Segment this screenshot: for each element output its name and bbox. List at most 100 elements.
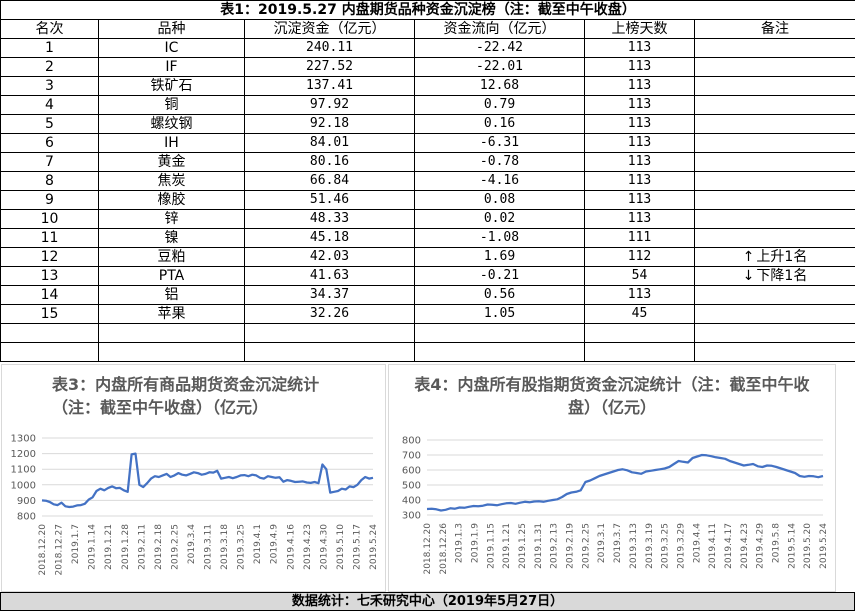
header-flow: 资金流向（亿元） (414, 19, 585, 39)
rank-cell: 2 (0, 57, 99, 77)
table-row: 12 豆粕 42.03 1.69 112 ↑ 上升1名 (0, 247, 855, 267)
table-row: 8 焦炭 66.84 -4.16 113 (0, 171, 855, 191)
x-tick-label: 2018.12.27 (55, 524, 65, 576)
funds-cell: 84.01 (244, 133, 415, 153)
name-cell: 焦炭 (98, 171, 245, 191)
name-cell: 铜 (98, 95, 245, 115)
name-cell: 铝 (98, 285, 245, 305)
header-name: 品种 (98, 19, 245, 39)
x-tick-label: 2018.12.20 (423, 523, 433, 575)
x-tick-label: 2019.1.31 (534, 523, 544, 569)
funds-cell: 51.46 (244, 190, 415, 210)
y-tick-label: 400 (402, 496, 421, 507)
ranking-table: 表1：2019.5.27 内盘期货品种资金沉淀榜（注：截至中午收盘） 名次 品种… (0, 0, 855, 362)
empty-row (0, 323, 855, 343)
x-tick-label: 2019.2.11 (137, 524, 147, 570)
funds-cell: 32.26 (244, 304, 415, 324)
funds-cell: 97.92 (244, 95, 415, 115)
funds-cell: 66.84 (244, 171, 415, 191)
header-note: 备注 (693, 19, 855, 39)
flow-cell: -6.31 (414, 133, 585, 153)
rank-cell: 9 (0, 190, 99, 210)
rank-cell: 6 (0, 133, 99, 153)
flow-cell: -22.01 (414, 57, 585, 77)
table-row: 6 IH 84.01 -6.31 113 (0, 133, 855, 153)
note-cell (693, 304, 855, 324)
flow-cell: 0.79 (414, 95, 585, 115)
x-tick-label: 2019.3.1 (597, 523, 607, 563)
empty-cell (98, 342, 245, 362)
flow-cell: -22.42 (414, 38, 585, 58)
empty-cell (693, 342, 855, 362)
table-row: 2 IF 227.52 -22.01 113 (0, 57, 855, 77)
days-cell: 54 (584, 266, 695, 286)
flow-cell: 0.56 (414, 285, 585, 305)
note-cell (693, 171, 855, 191)
note-cell (693, 57, 855, 77)
note-cell (693, 133, 855, 153)
flow-cell: -0.21 (414, 266, 585, 286)
table-row: 10 锌 48.33 0.02 113 (0, 209, 855, 229)
x-tick-label: 2019.1.15 (486, 523, 496, 569)
x-tick-label: 2019.2.25 (581, 523, 591, 569)
name-cell: IC (98, 38, 245, 58)
name-cell: 锌 (98, 209, 245, 229)
name-cell: IF (98, 57, 245, 77)
commodity-funds-plot: 800 900 1000 1100 1200 1300 2018.12.20 2018.12.… (11, 434, 379, 576)
x-tick-label: 2019.3.29 (676, 523, 686, 569)
rank-cell: 14 (0, 285, 99, 305)
table-row: 13 PTA 41.63 -0.21 54 ↓ 下降1名 (0, 266, 855, 286)
table-row: 15 苹果 32.26 1.05 45 (0, 304, 855, 324)
rank-cell: 11 (0, 228, 99, 248)
note-cell (693, 114, 855, 134)
x-tick-label: 2019.5.10 (336, 524, 346, 570)
x-tick-label: 2019.5.24 (369, 524, 379, 570)
days-cell: 45 (584, 304, 695, 324)
x-tick-label: 2018.12.26 (439, 523, 449, 575)
rank-cell: 7 (0, 152, 99, 172)
note-cell (693, 209, 855, 229)
header-funds: 沉淀资金（亿元） (244, 19, 415, 39)
empty-cell (244, 323, 415, 343)
x-tick-label: 2019.3.25 (237, 524, 247, 570)
y-tick-label: 600 (402, 466, 421, 477)
rank-cell: 15 (0, 304, 99, 324)
note-cell (693, 38, 855, 58)
name-cell: PTA (98, 266, 245, 286)
series-line (426, 453, 824, 512)
header-days: 上榜天数 (584, 19, 695, 39)
note-cell (693, 285, 855, 305)
x-tick-label: 2019.4.4 (692, 523, 702, 563)
y-tick-label: 1000 (11, 480, 36, 491)
funds-cell: 42.03 (244, 247, 415, 267)
note-cell: ↑ 上升1名 (693, 247, 855, 267)
y-tick-label: 900 (17, 496, 36, 507)
x-tick-label: 2019.3.25 (661, 523, 671, 569)
rank-cell: 13 (0, 266, 99, 286)
days-cell: 113 (584, 114, 695, 134)
x-tick-label: 2019.5.14 (787, 523, 797, 569)
x-tick-label: 2019.4.30 (319, 524, 329, 570)
days-cell: 113 (584, 57, 695, 77)
x-tick-label: 2019.3.13 (629, 523, 639, 569)
note-cell (693, 228, 855, 248)
funds-cell: 34.37 (244, 285, 415, 305)
note-cell (693, 76, 855, 96)
note-cell (693, 190, 855, 210)
table-row: 11 镍 45.18 -1.08 111 (0, 228, 855, 248)
x-tick-label: 2019.4.17 (724, 523, 734, 569)
funds-cell: 41.63 (244, 266, 415, 286)
chart-title: 表4：内盘所有股指期货资金沉淀统计（注：截至中午收盘）（亿元） (414, 375, 810, 417)
x-tick-label: 2019.1.21 (104, 524, 114, 570)
x-tick-label: 2019.1.9 (471, 523, 481, 563)
x-tick-label: 2019.2.25 (170, 524, 180, 570)
days-cell: 113 (584, 76, 695, 96)
funds-cell: 240.11 (244, 38, 415, 58)
rank-cell: 10 (0, 209, 99, 229)
empty-cell (98, 323, 245, 343)
x-tick-label: 2019.1.21 (502, 523, 512, 569)
name-cell: 镍 (98, 228, 245, 248)
table-row: 5 螺纹钢 92.18 0.16 113 (0, 114, 855, 134)
table-title: 表1：2019.5.27 内盘期货品种资金沉淀榜（注：截至中午收盘） (0, 0, 855, 20)
name-cell: 黄金 (98, 152, 245, 172)
